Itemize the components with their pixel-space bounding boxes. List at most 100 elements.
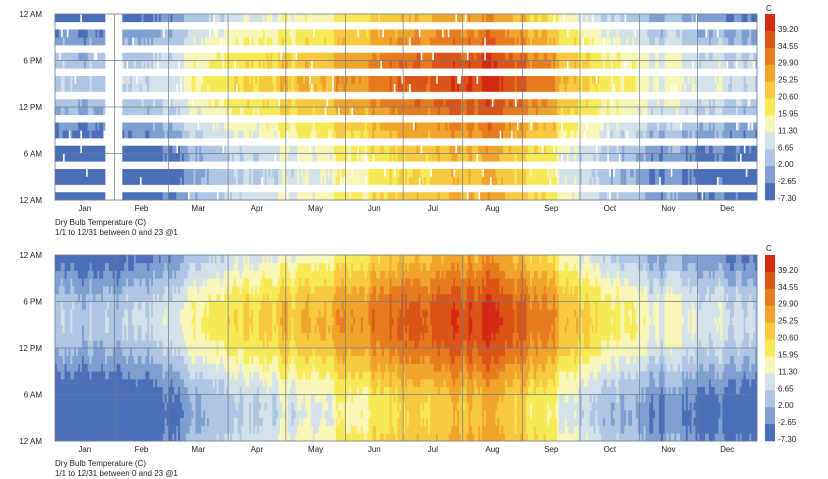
heatmap-cell xyxy=(353,83,356,92)
heatmap-cell xyxy=(562,130,566,139)
heatmap-cell xyxy=(289,99,292,108)
heatmap-cell xyxy=(355,107,358,116)
heatmap-cell xyxy=(385,130,389,139)
heatmap-cell xyxy=(335,37,339,46)
heatmap-cell xyxy=(635,130,639,139)
heatmap-cell xyxy=(608,130,612,139)
heatmap-cell xyxy=(445,176,448,185)
heatmap-cell xyxy=(401,192,404,201)
heatmap-cell xyxy=(80,52,83,61)
heatmap-cell xyxy=(128,176,131,185)
heatmap-cell xyxy=(239,83,242,92)
heatmap-cell xyxy=(85,122,89,131)
heatmap-cell xyxy=(416,145,419,154)
heatmap-cell xyxy=(583,83,587,92)
heatmap-cell xyxy=(233,83,237,92)
heatmap-cell xyxy=(76,37,79,46)
heatmap-cell xyxy=(547,60,550,69)
heatmap-cell xyxy=(306,169,310,178)
heatmap-cell xyxy=(510,60,514,69)
heatmap-cell xyxy=(562,169,566,178)
heatmap-cell xyxy=(493,192,496,201)
heatmap-cell xyxy=(153,83,156,92)
heatmap-cell xyxy=(162,60,165,69)
heatmap-cell xyxy=(558,145,562,154)
heatmap-cell xyxy=(378,130,381,139)
heatmap-cell xyxy=(72,14,75,23)
heatmap-cell xyxy=(331,14,335,23)
heatmap-cell xyxy=(601,192,604,201)
heatmap-cell xyxy=(81,52,85,61)
heatmap-cell xyxy=(251,29,254,38)
heatmap-cell xyxy=(328,52,331,61)
heatmap-cell xyxy=(291,99,294,108)
heatmap-cell xyxy=(337,99,340,108)
heatmap-cell xyxy=(374,130,377,139)
heatmap-cell xyxy=(460,76,464,85)
heatmap-cell xyxy=(518,76,521,85)
heatmap-cell xyxy=(349,145,352,154)
heatmap-cell xyxy=(480,176,483,185)
heatmap-cell xyxy=(435,52,439,61)
heatmap-cell xyxy=(162,192,165,201)
heatmap-cell xyxy=(172,99,175,108)
heatmap-cell xyxy=(462,107,466,116)
heatmap-cell xyxy=(153,176,156,185)
heatmap-cell xyxy=(420,130,423,139)
heatmap-cell xyxy=(351,99,354,108)
heatmap-cell xyxy=(426,29,429,38)
heatmap-cell xyxy=(70,37,73,46)
heatmap-cell xyxy=(468,14,471,23)
heatmap-cell xyxy=(599,52,602,61)
heatmap-cell xyxy=(533,99,537,108)
heatmap-cell xyxy=(681,107,685,116)
heatmap-cell xyxy=(70,107,73,116)
heatmap-cell xyxy=(605,169,608,178)
heatmap-cell xyxy=(510,14,514,23)
heatmap-cell xyxy=(443,192,446,201)
heatmap-cell xyxy=(428,192,431,201)
heatmap-cell xyxy=(180,153,183,162)
heatmap-cell xyxy=(137,99,140,108)
heatmap-cell xyxy=(547,14,550,23)
heatmap-cell xyxy=(247,83,250,92)
heatmap-cell xyxy=(197,37,200,46)
heatmap-cell xyxy=(603,14,606,23)
heatmap-cell xyxy=(153,169,156,178)
heatmap-cell xyxy=(237,169,240,178)
heatmap-cell xyxy=(243,107,246,116)
heatmap-cell xyxy=(576,130,579,139)
heatmap-cell xyxy=(460,107,464,116)
heatmap-cell xyxy=(214,145,217,154)
heatmap-cell xyxy=(656,107,660,116)
heatmap-cell xyxy=(162,130,165,139)
heatmap-cell xyxy=(408,52,412,61)
heatmap-cell xyxy=(326,60,329,69)
heatmap-cell xyxy=(656,76,660,85)
heatmap-cell xyxy=(199,37,202,46)
heatmap-cell xyxy=(147,192,150,201)
heatmap-cell xyxy=(628,83,631,92)
heatmap-cell xyxy=(85,130,89,139)
heatmap-cell xyxy=(389,169,392,178)
heatmap-cell xyxy=(176,153,179,162)
heatmap-cell xyxy=(305,176,308,185)
heatmap-cell xyxy=(512,14,516,23)
heatmap-cell xyxy=(222,169,225,178)
heatmap-cell xyxy=(224,29,227,38)
heatmap-cell xyxy=(83,29,87,38)
heatmap-cell xyxy=(483,99,487,108)
heatmap-cell xyxy=(162,145,165,154)
heatmap-cell xyxy=(612,37,616,46)
heatmap-cell xyxy=(262,14,265,23)
heatmap-cell xyxy=(330,60,333,69)
heatmap-cell xyxy=(472,176,475,185)
heatmap-cell xyxy=(395,99,398,108)
heatmap-cell xyxy=(618,14,621,23)
heatmap-cell xyxy=(201,192,204,201)
heatmap-cell xyxy=(318,145,321,154)
heatmap-cell xyxy=(353,169,356,178)
heatmap-cell xyxy=(372,192,375,201)
heatmap-cell xyxy=(468,60,471,69)
heatmap-cell xyxy=(214,122,217,131)
